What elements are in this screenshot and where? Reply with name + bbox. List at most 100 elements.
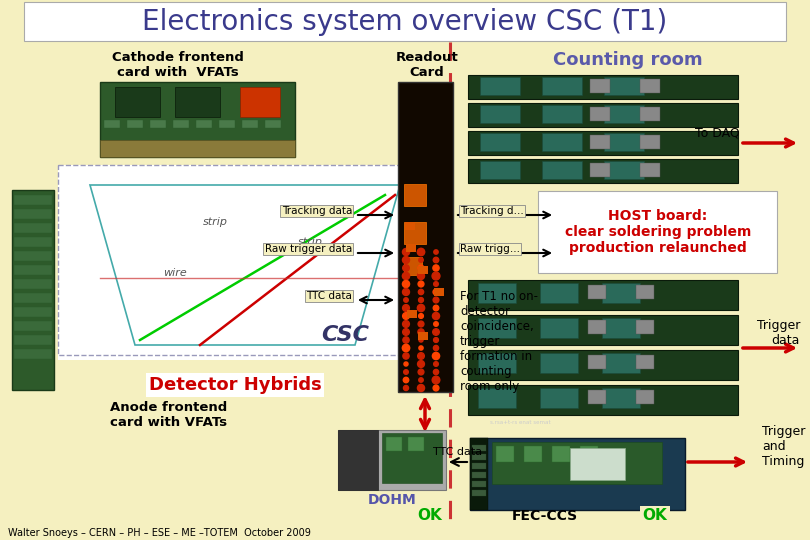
Circle shape xyxy=(433,257,439,263)
Circle shape xyxy=(418,329,424,335)
Text: CSC: CSC xyxy=(321,325,369,345)
Circle shape xyxy=(403,288,410,295)
Text: Electronics system overview CSC (T1): Electronics system overview CSC (T1) xyxy=(143,8,667,36)
Circle shape xyxy=(434,250,438,254)
Bar xyxy=(602,318,640,338)
Text: Cathode frontend
card with  VFATs: Cathode frontend card with VFATs xyxy=(112,51,244,79)
Bar xyxy=(570,448,625,480)
Bar xyxy=(478,388,516,408)
Bar xyxy=(470,438,488,510)
Text: To DAQ: To DAQ xyxy=(695,126,740,139)
Bar xyxy=(407,310,417,318)
Text: OK: OK xyxy=(642,509,667,523)
Bar xyxy=(602,283,640,303)
Bar xyxy=(150,120,166,128)
Bar xyxy=(602,388,640,408)
Bar xyxy=(590,107,610,121)
Polygon shape xyxy=(338,430,446,490)
Bar xyxy=(196,120,212,128)
Bar xyxy=(472,445,486,451)
Circle shape xyxy=(418,281,424,287)
Bar xyxy=(472,472,486,478)
Bar xyxy=(418,266,428,274)
Circle shape xyxy=(433,289,439,295)
Text: Tracking d…: Tracking d… xyxy=(460,206,524,216)
Text: Anode frontend
card with VFATs: Anode frontend card with VFATs xyxy=(110,401,228,429)
Bar xyxy=(14,349,52,359)
Circle shape xyxy=(417,305,424,312)
Circle shape xyxy=(419,338,423,342)
Text: Walter Snoeys – CERN – PH – ESE – ME –TOTEM  October 2009: Walter Snoeys – CERN – PH – ESE – ME –TO… xyxy=(8,528,311,538)
Circle shape xyxy=(418,353,424,359)
Bar xyxy=(604,77,644,95)
Bar xyxy=(14,237,52,247)
Circle shape xyxy=(433,265,439,271)
Text: Counting room: Counting room xyxy=(553,51,703,69)
Circle shape xyxy=(417,384,424,391)
Bar xyxy=(468,131,738,155)
Bar xyxy=(480,161,520,179)
Bar xyxy=(640,79,660,93)
Circle shape xyxy=(433,313,440,320)
Text: strip: strip xyxy=(297,237,322,247)
Bar xyxy=(640,135,660,149)
Bar xyxy=(636,355,654,369)
Circle shape xyxy=(433,385,439,391)
Circle shape xyxy=(417,273,424,280)
Bar xyxy=(480,105,520,123)
Circle shape xyxy=(419,314,424,319)
Circle shape xyxy=(403,345,410,352)
Circle shape xyxy=(418,321,424,327)
Bar xyxy=(418,332,428,340)
Circle shape xyxy=(417,248,424,256)
Bar xyxy=(14,195,52,205)
Bar xyxy=(104,120,120,128)
Text: Trigger
data: Trigger data xyxy=(757,319,800,347)
Circle shape xyxy=(403,248,410,255)
Text: Tracking data: Tracking data xyxy=(282,206,352,216)
Bar xyxy=(406,244,416,252)
Bar xyxy=(100,140,295,157)
Bar xyxy=(590,79,610,93)
Bar xyxy=(468,103,738,127)
Bar xyxy=(468,280,738,310)
Circle shape xyxy=(403,353,409,359)
Bar xyxy=(175,87,220,117)
Bar xyxy=(540,318,578,338)
Bar xyxy=(478,318,516,338)
Bar xyxy=(14,251,52,261)
Bar xyxy=(127,120,143,128)
Bar xyxy=(552,446,570,462)
Circle shape xyxy=(403,377,409,383)
Bar xyxy=(602,353,640,373)
Bar xyxy=(242,120,258,128)
Bar xyxy=(434,288,444,296)
Bar xyxy=(14,293,52,303)
Bar xyxy=(636,285,654,299)
Circle shape xyxy=(403,313,409,319)
Bar xyxy=(472,463,486,469)
Bar xyxy=(524,446,542,462)
Circle shape xyxy=(418,265,424,271)
Bar xyxy=(590,135,610,149)
Circle shape xyxy=(432,272,440,280)
Text: s.rsa+t-rs enat semat: s.rsa+t-rs enat semat xyxy=(490,420,551,424)
Bar xyxy=(542,161,582,179)
Bar xyxy=(404,257,422,275)
Bar xyxy=(542,105,582,123)
Bar xyxy=(14,321,52,331)
Circle shape xyxy=(403,265,409,271)
Bar xyxy=(12,190,54,390)
Circle shape xyxy=(433,346,438,350)
Bar xyxy=(542,77,582,95)
Bar xyxy=(604,161,644,179)
Bar xyxy=(540,353,578,373)
Bar xyxy=(470,438,685,510)
Bar xyxy=(492,442,662,484)
Circle shape xyxy=(403,370,408,374)
Circle shape xyxy=(433,369,438,375)
Bar xyxy=(382,433,442,483)
Bar xyxy=(588,355,606,369)
Bar xyxy=(580,446,598,462)
Bar xyxy=(588,390,606,404)
